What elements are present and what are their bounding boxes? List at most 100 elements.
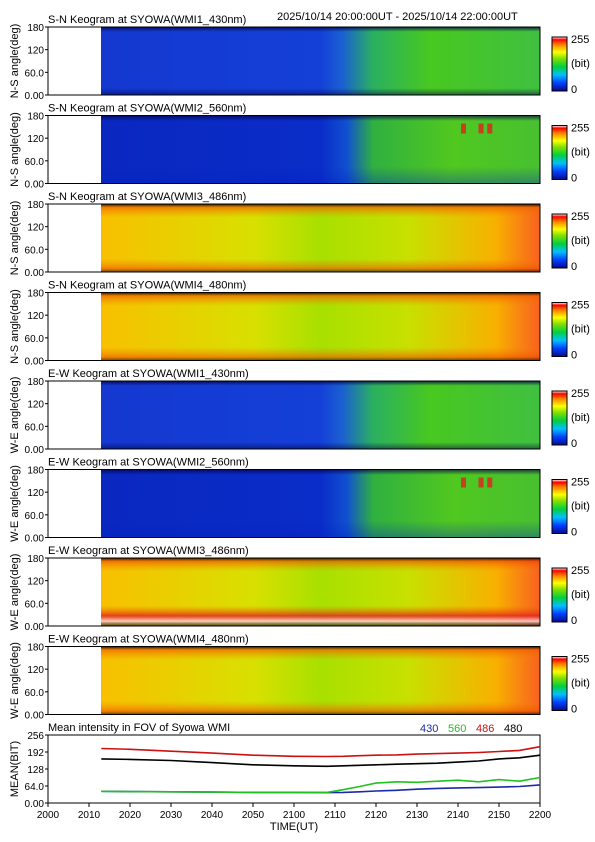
colorbar-unit-label: (bit) [571,147,590,159]
y-axis-label: W-E angle(deg) [9,377,21,454]
mean-y-tick-label: 128 [27,765,44,776]
x-tick-label: 2130 [406,810,429,821]
keogram-title: S-N Keogram at SYOWA(WMI2_560nm) [48,103,246,115]
x-tick-label: 2110 [324,810,346,821]
y-axis-label: N-S angle(deg) [9,24,21,99]
aurora-bright-spot [478,477,484,488]
no-data-region [48,381,101,449]
keogram-title: S-N Keogram at SYOWA(WMI1_430nm) [48,14,246,26]
series-line [101,754,541,768]
colorbar [551,125,568,180]
colorbar-max-label: 255 [571,388,589,400]
colorbar-max-label: 255 [571,654,589,666]
colorbar-min-label: 0 [571,261,577,273]
y-tick-label: 180 [27,112,44,123]
keogram-title: S-N Keogram at SYOWA(WMI4_480nm) [48,280,246,292]
keogram-title: E-W Keogram at SYOWA(WMI1_430nm) [48,368,249,380]
colorbar-max-label: 255 [571,211,589,223]
y-tick-label: 0.00 [25,180,45,191]
keogram-image-shade [101,381,540,449]
keogram-image-shade [101,292,540,361]
y-tick-label: 180 [27,23,44,34]
y-tick-label: 0.00 [25,445,45,456]
keogram-image-shade [101,646,540,715]
y-tick-label: 180 [27,200,44,211]
aurora-bright-spot [478,123,484,134]
y-tick-label: 120 [27,488,44,499]
keogram-title: E-W Keogram at SYOWA(WMI2_560nm) [48,457,249,469]
keogram-frame [47,469,541,538]
x-tick-label: 2100 [283,810,306,821]
y-tick-label: 60.0 [25,334,45,345]
colorbar-min-label: 0 [571,350,577,362]
x-tick-label: 2030 [160,810,183,821]
mean-y-tick-label: 256 [27,731,44,742]
series-line [101,745,541,758]
keogram-image-shade [101,469,540,538]
keogram-frame [47,203,541,273]
y-tick-label: 60.0 [25,511,45,522]
colorbar-min-label: 0 [571,173,577,185]
keogram-image-shade [101,115,540,184]
mean-y-tick-label: 0.00 [25,799,45,810]
no-data-region [48,469,101,538]
keogram-title: E-W Keogram at SYOWA(WMI3_486nm) [48,545,249,557]
keogram-panel: E-W Keogram at SYOWA(WMI1_430nm) 0.00 60.0… [9,368,590,456]
colorbar-min-label: 0 [571,527,577,539]
x-tick-label: 2040 [201,810,224,821]
colorbar [551,390,568,446]
y-tick-label: 120 [27,134,44,145]
keogram-frame [47,646,541,715]
colorbar [551,479,568,534]
legend-entry: 560 [448,723,466,735]
mean-y-tick-label: 64.0 [25,782,45,793]
y-tick-label: 60.0 [25,422,45,433]
legend-entry: 486 [476,723,494,735]
no-data-region [48,27,101,95]
keogram-panel: E-W Keogram at SYOWA(WMI4_480nm) 0.00 60.0… [9,634,590,722]
mean-y-axis-label: MEAN(BIT) [9,741,21,797]
keogram-image-shade [101,27,540,95]
y-tick-label: 60.0 [25,68,45,79]
x-tick-label: 2120 [365,810,388,821]
y-axis-label: N-S angle(deg) [9,289,21,364]
colorbar-unit-label: (bit) [571,589,590,601]
no-data-region [48,115,101,184]
aurora-bright-spot [487,123,493,134]
x-tick-label: 2200 [529,810,552,821]
colorbar-max-label: 255 [571,300,589,312]
keogram-panel: E-W Keogram at SYOWA(WMI2_560nm) 0.00 60.0… [9,457,590,545]
y-tick-label: 180 [27,289,44,300]
colorbar-unit-label: (bit) [571,501,590,513]
y-tick-label: 180 [27,466,44,477]
no-data-region [48,204,101,272]
x-tick-label: 2020 [119,810,142,821]
y-tick-label: 120 [27,46,44,57]
y-tick-label: 120 [27,223,44,234]
colorbar-max-label: 255 [571,477,589,489]
y-tick-label: 180 [27,554,44,565]
y-tick-label: 60.0 [25,688,45,699]
y-tick-label: 120 [27,665,44,676]
legend-entry: 480 [504,723,522,735]
keogram-panel: E-W Keogram at SYOWA(WMI3_486nm) 0.00 60.0… [9,545,590,633]
colorbar-min-label: 0 [571,84,577,96]
y-tick-label: 0.00 [25,711,45,722]
keogram-frame [47,26,541,96]
keogram-panels: S-N Keogram at SYOWA(WMI1_430nm) 0.00 60.0… [9,14,590,722]
colorbar-unit-label: (bit) [571,678,590,690]
keogram-title: E-W Keogram at SYOWA(WMI4_480nm) [48,634,249,646]
mean-intensity-panel: Mean intensity in FOV of Syowa WMI 430 560… [9,722,552,833]
y-tick-label: 0.00 [25,622,45,633]
colorbar-min-label: 0 [571,438,577,450]
aurora-bright-spot [460,123,466,134]
no-data-region [48,292,101,361]
keogram-panel: S-N Keogram at SYOWA(WMI2_560nm) 0.00 60.0… [9,103,590,191]
keogram-panel: S-N Keogram at SYOWA(WMI1_430nm) 0.00 60.0… [9,14,590,102]
colorbar [551,213,568,269]
y-tick-label: 180 [27,643,44,654]
y-tick-label: 0.00 [25,357,45,368]
y-tick-label: 0.00 [25,91,45,102]
y-tick-label: 60.0 [25,599,45,610]
y-tick-label: 0.00 [25,268,45,279]
